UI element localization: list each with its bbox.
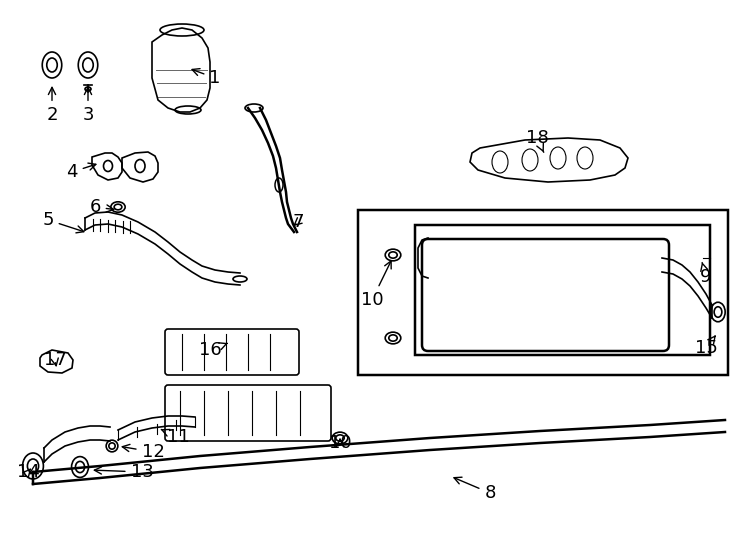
Bar [358, 210, 728, 375]
Text: 10: 10 [360, 261, 391, 309]
Text: 7: 7 [292, 213, 304, 231]
Text: 6: 6 [90, 198, 114, 216]
Text: 3: 3 [82, 87, 94, 124]
Text: 12: 12 [123, 443, 164, 461]
Text: 5: 5 [43, 211, 84, 233]
Text: 2: 2 [46, 87, 58, 124]
Text: 11: 11 [161, 428, 189, 446]
Text: 9: 9 [700, 262, 712, 286]
Text: 10: 10 [329, 434, 352, 452]
Text: 18: 18 [526, 129, 548, 152]
Text: 8: 8 [454, 477, 495, 502]
Text: 1: 1 [192, 69, 221, 87]
Text: 13: 13 [95, 463, 153, 481]
Text: 17: 17 [43, 351, 67, 369]
Text: 4: 4 [66, 163, 96, 181]
Text: 14: 14 [17, 463, 40, 481]
Text: 15: 15 [694, 336, 717, 357]
Bar [415, 225, 710, 355]
Text: 16: 16 [199, 341, 227, 359]
